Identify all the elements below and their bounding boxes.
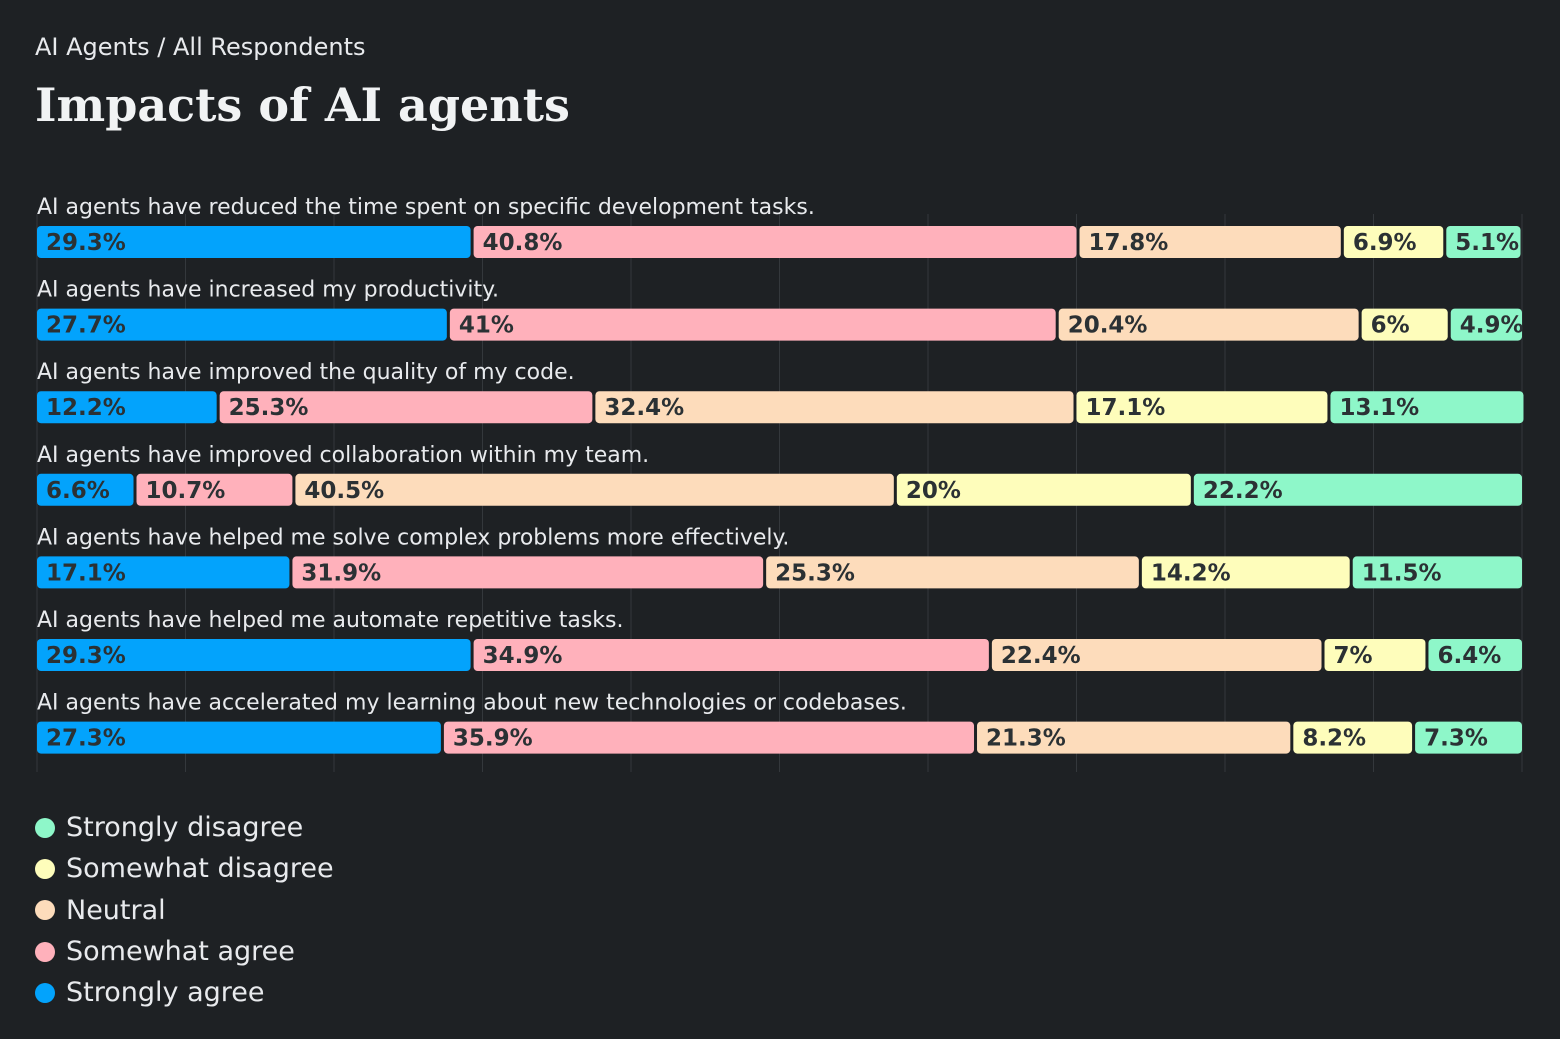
- bar-segment: [473, 226, 1077, 258]
- legend-swatch-icon: [35, 858, 55, 879]
- bar-segment: [292, 556, 764, 589]
- row-label: AI agents have helped me solve complex p…: [37, 525, 789, 550]
- data-label: 20%: [906, 478, 961, 504]
- legend-label: Somewhat agree: [66, 936, 295, 968]
- legend-item[interactable]: Somewhat disagree: [35, 848, 334, 889]
- data-label: 4.9%: [1460, 313, 1524, 339]
- data-label: 22.2%: [1203, 478, 1283, 504]
- legend-item[interactable]: Neutral: [35, 890, 334, 931]
- bar-segment: [295, 473, 894, 506]
- data-label: 40.5%: [304, 478, 384, 504]
- data-label: 34.9%: [483, 643, 563, 669]
- data-label: 14.2%: [1151, 560, 1231, 586]
- data-label: 8.2%: [1302, 726, 1366, 752]
- row-label: AI agents have improved the quality of m…: [37, 360, 575, 385]
- bar-segment: [1450, 308, 1522, 341]
- data-label: 29.3%: [46, 643, 126, 669]
- data-label: 31.9%: [301, 560, 381, 586]
- bar-segment: [595, 391, 1074, 424]
- bar-segment: [1330, 391, 1524, 424]
- legend-swatch-icon: [35, 982, 55, 1003]
- bar-segment: [766, 556, 1139, 589]
- bar-segment: [1361, 308, 1448, 341]
- data-label: 5.1%: [1455, 230, 1519, 256]
- data-label: 25.3%: [229, 395, 309, 421]
- data-label: 17.1%: [1086, 395, 1166, 421]
- data-label: 41%: [459, 313, 514, 339]
- bar-segment: [37, 556, 290, 589]
- data-label: 12.2%: [46, 395, 126, 421]
- bar-segment: [1141, 556, 1350, 589]
- data-label: 6.9%: [1353, 230, 1417, 256]
- bar-segment: [1076, 391, 1328, 424]
- row-label: AI agents have increased my productivity…: [37, 278, 499, 303]
- bar-segment: [37, 391, 217, 424]
- bar-segment: [37, 721, 441, 754]
- chart-legend: Strongly disagree Somewhat disagree Neutra…: [35, 807, 334, 1013]
- data-label: 20.4%: [1068, 313, 1148, 339]
- bar-segment: [977, 721, 1291, 754]
- bar-segment: [1324, 639, 1426, 671]
- data-label: 17.8%: [1088, 230, 1168, 256]
- legend-label: Neutral: [66, 894, 166, 926]
- bar-segment: [1343, 226, 1444, 258]
- data-label: 17.1%: [46, 560, 126, 586]
- data-label: 6.6%: [46, 478, 110, 504]
- legend-item[interactable]: Strongly disagree: [35, 807, 334, 848]
- row-label: AI agents have accelerated my learning a…: [37, 691, 907, 716]
- row-label: AI agents have helped me automate repeti…: [37, 608, 623, 633]
- data-label: 27.7%: [46, 313, 126, 339]
- bar-segment: [37, 473, 134, 506]
- legend-swatch-icon: [35, 817, 55, 838]
- bar-segment: [1058, 308, 1359, 341]
- data-label: 13.1%: [1339, 395, 1419, 421]
- bar-segment: [1352, 556, 1522, 589]
- bar-segment: [37, 308, 447, 341]
- bar-segment: [1193, 473, 1522, 506]
- data-label: 40.8%: [483, 230, 563, 256]
- legend-item[interactable]: Strongly agree: [35, 972, 334, 1013]
- legend-swatch-icon: [35, 941, 55, 962]
- data-label: 32.4%: [604, 395, 684, 421]
- data-label: 27.3%: [46, 726, 126, 752]
- row-label: AI agents have improved collaboration wi…: [37, 443, 649, 468]
- data-label: 25.3%: [775, 560, 855, 586]
- bar-segment: [1293, 721, 1413, 754]
- data-label: 22.4%: [1001, 643, 1081, 669]
- legend-label: Somewhat disagree: [66, 853, 334, 885]
- legend-item[interactable]: Somewhat agree: [35, 931, 334, 972]
- bar-segment: [1428, 639, 1522, 671]
- data-label: 7.3%: [1424, 726, 1488, 752]
- bar-segment: [219, 391, 593, 424]
- data-label: 29.3%: [46, 230, 126, 256]
- data-label: 7%: [1334, 643, 1373, 669]
- bar-segment: [991, 639, 1322, 671]
- bar-segment: [37, 639, 471, 671]
- data-label: 21.3%: [986, 726, 1066, 752]
- legend-label: Strongly disagree: [66, 812, 304, 844]
- bar-segment: [136, 473, 293, 506]
- legend-label: Strongly agree: [66, 977, 265, 1009]
- bar-segment: [443, 721, 975, 754]
- bar-segment: [1446, 226, 1521, 258]
- bar-segment: [449, 308, 1056, 341]
- legend-swatch-icon: [35, 900, 55, 921]
- row-label: AI agents have reduced the time spent on…: [37, 195, 815, 220]
- bar-segment: [37, 226, 471, 258]
- bar-segment: [473, 639, 989, 671]
- data-label: 6.4%: [1437, 643, 1501, 669]
- page-title: Impacts of AI agents: [35, 78, 570, 132]
- data-label: 35.9%: [453, 726, 533, 752]
- bar-segment: [896, 473, 1191, 506]
- breadcrumb[interactable]: AI Agents / All Respondents: [35, 33, 366, 61]
- data-label: 10.7%: [146, 478, 226, 504]
- data-label: 6%: [1371, 313, 1410, 339]
- bar-segment: [1415, 721, 1522, 754]
- bar-segment: [1079, 226, 1341, 258]
- data-label: 11.5%: [1362, 560, 1442, 586]
